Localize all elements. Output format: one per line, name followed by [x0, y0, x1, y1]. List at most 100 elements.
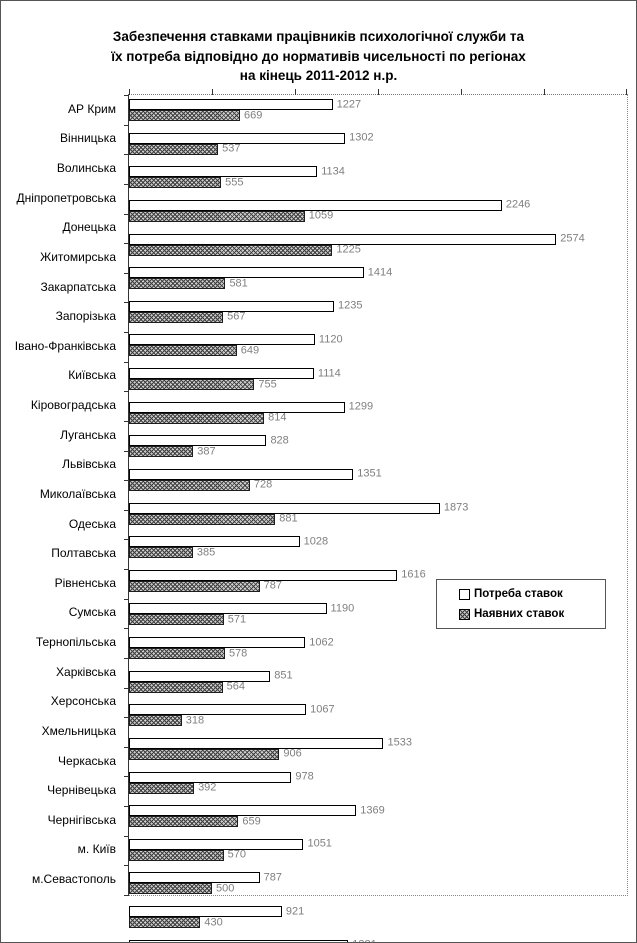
bar-row: 1299 814 [129, 401, 627, 432]
need-value-label: 2246 [505, 198, 531, 211]
have-bar: 385 [129, 547, 215, 559]
need-value-label: 787 [263, 871, 282, 884]
category-axis-tick [124, 332, 129, 334]
need-bar: 1227 [129, 99, 361, 110]
category-label: Запорізька [55, 309, 116, 324]
bar-row: 851 564 [129, 670, 627, 701]
need-bar: 1028 [129, 536, 328, 548]
have-value-label: 430 [204, 916, 223, 928]
have-bar: 578 [129, 648, 247, 659]
category-axis-tick [124, 154, 129, 156]
have-bar: 567 [129, 311, 245, 323]
value-axis-tick [626, 89, 627, 95]
category-label: Чернівецька [47, 783, 116, 798]
bar-row: 1134 555 [129, 166, 627, 196]
need-bar: 2246 [129, 199, 530, 211]
category-axis-tick [124, 272, 129, 274]
have-bar: 564 [129, 681, 245, 693]
need-value-label: 1302 [349, 131, 374, 144]
value-axis-tick [129, 89, 130, 95]
value-axis-tick [211, 89, 213, 95]
have-value-label: 555 [225, 176, 244, 189]
have-value-label: 1225 [336, 243, 361, 256]
need-value-label: 1414 [367, 266, 393, 279]
have-value-label: 787 [263, 579, 282, 592]
bar-row: 1351 728 [129, 468, 627, 499]
need-bar: 1321 [129, 939, 377, 942]
need-bar: 1190 [129, 603, 354, 615]
need-bar: 1114 [129, 368, 341, 379]
need-bar: 1062 [129, 637, 334, 648]
category-axis: АР Крим Вінницька Волинська Дніпропетровськ… [1, 94, 122, 894]
category-axis-tick [124, 183, 129, 185]
category-label: Полтавська [51, 546, 116, 561]
have-value-label: 537 [222, 142, 241, 155]
category-axis-tick [124, 480, 129, 482]
have-value-label: 649 [240, 344, 260, 357]
category-label: Донецька [62, 220, 116, 235]
category-label: Хмельницька [41, 723, 116, 738]
have-bar: 755 [129, 379, 277, 390]
category-label: Тернопільська [35, 635, 116, 650]
bar-row: 828 387 [129, 435, 627, 465]
need-value-label: 1114 [317, 367, 341, 379]
have-bar: 881 [129, 513, 298, 525]
category-label: Харківська [56, 664, 116, 679]
need-bar: 921 [129, 906, 304, 917]
have-value-label: 318 [185, 714, 205, 727]
category-axis-tick [124, 746, 129, 748]
category-label: Сумська [68, 605, 116, 620]
category-axis-tick [124, 806, 129, 808]
bar-row: 1227 669 [129, 99, 627, 129]
need-value-label: 1062 [309, 636, 334, 648]
have-value-label: 659 [242, 815, 261, 828]
bar-row: 1369 659 [129, 805, 627, 835]
have-value-label: 385 [196, 546, 216, 559]
category-axis-tick [124, 717, 129, 719]
have-bar: 787 [129, 580, 282, 592]
value-axis-tick [460, 89, 462, 95]
bar-row: 1051 570 [129, 838, 627, 869]
have-value-label: 755 [258, 378, 277, 390]
category-axis-tick [124, 243, 129, 245]
have-bar: 659 [129, 816, 261, 828]
bar-row: 2246 1059 [129, 199, 627, 230]
bar-row: 2574 1225 [129, 233, 627, 264]
category-label: Чернігівська [47, 812, 116, 827]
need-value-label: 1190 [330, 602, 355, 615]
need-bar: 2574 [129, 233, 585, 245]
need-value-label: 1028 [303, 535, 329, 548]
category-axis-tick [124, 569, 129, 571]
have-bar: 387 [129, 446, 216, 458]
category-axis-tick [124, 865, 129, 867]
legend-swatch-have-icon [459, 608, 470, 620]
need-bar: 851 [129, 670, 293, 682]
value-axis-tick [294, 89, 296, 95]
category-axis-tick [124, 124, 129, 126]
legend-item-have: Наявних ставок [459, 608, 605, 620]
category-axis-tick [124, 450, 129, 452]
have-bar: 669 [129, 110, 262, 121]
need-bar: 1299 [129, 401, 373, 413]
bar-row: 978 392 [129, 771, 627, 802]
bar-row: 1321669 [129, 939, 627, 942]
need-bar: 1616 [129, 569, 426, 581]
category-label: АР Крим [68, 101, 116, 116]
have-value-label: 1059 [308, 209, 334, 222]
have-value-label: 814 [268, 411, 287, 424]
need-value-label: 1873 [443, 501, 469, 514]
category-label: Миколаївська [39, 486, 116, 501]
category-axis-tick [124, 213, 129, 215]
need-bar: 978 [129, 771, 314, 783]
category-axis-tick [124, 302, 129, 304]
category-label: Київська [68, 368, 116, 383]
need-bar: 1302 [129, 132, 374, 144]
category-axis-tick [124, 391, 129, 393]
category-label: м.Севастополь [31, 872, 116, 887]
value-axis-tick [544, 89, 545, 95]
need-bar: 1414 [129, 267, 392, 279]
value-axis-tick [378, 89, 379, 95]
bar-row: 787 500 [129, 872, 627, 902]
bar-row: 1414 581 [129, 267, 627, 297]
need-bar: 1873 [129, 502, 468, 514]
